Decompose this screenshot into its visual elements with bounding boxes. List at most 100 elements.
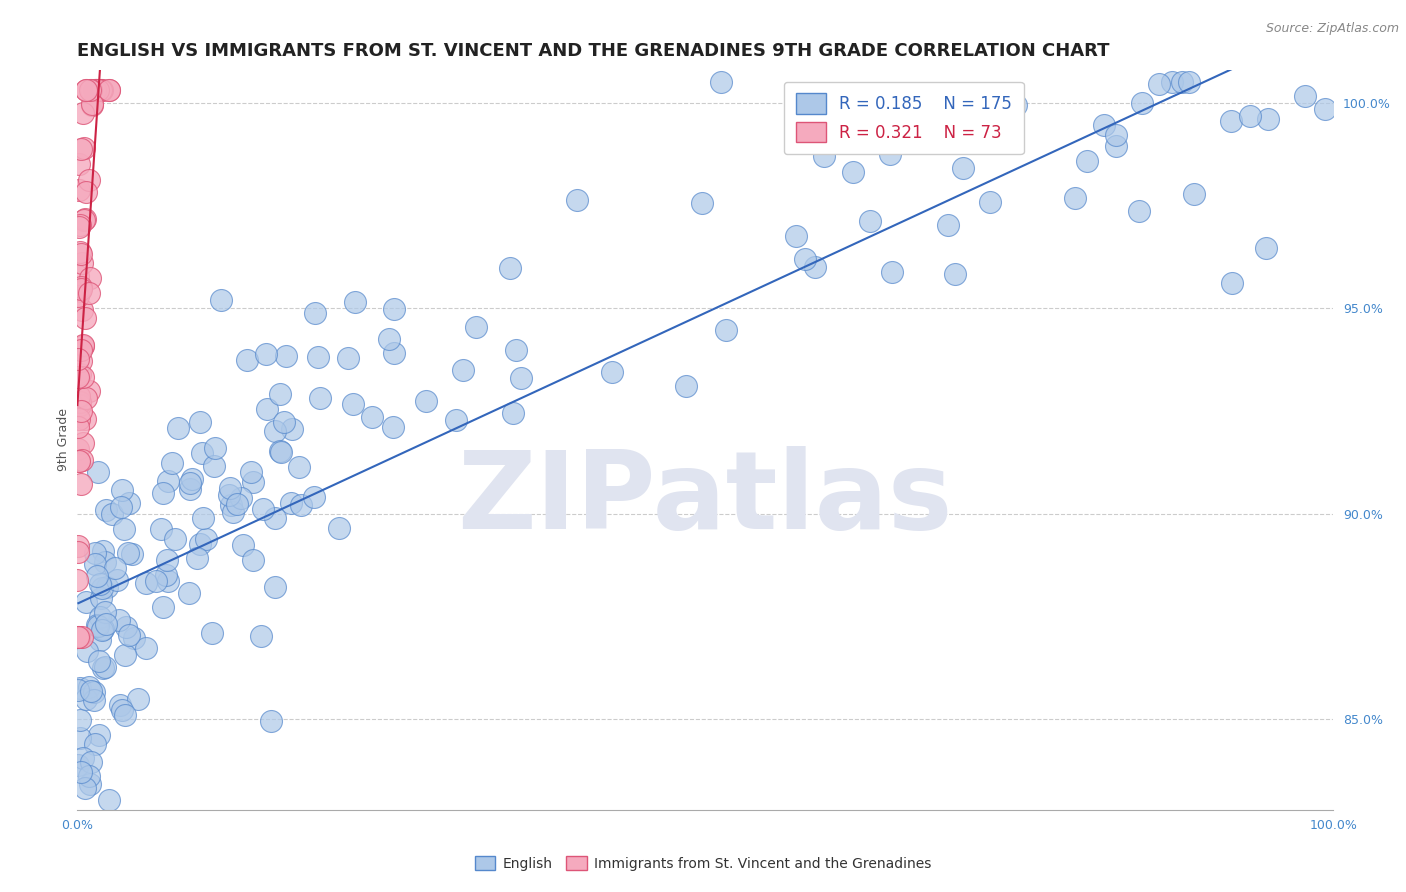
Point (67, 220, 90, 235)
Point (72, 751, 94, 765)
Point (1105, 138, 1128, 153)
Point (222, 505, 245, 519)
Point (229, 491, 252, 505)
Point (281, 422, 304, 436)
Point (96, 503, 118, 517)
Point (90, 83, 112, 97)
Text: ZIPatlas: ZIPatlas (457, 446, 953, 552)
Point (75, 692, 97, 706)
Point (75, 412, 97, 426)
Point (226, 497, 249, 511)
Point (675, 379, 697, 393)
Point (90, 581, 112, 595)
Point (73, 213, 96, 227)
Point (1171, 75, 1194, 89)
Point (943, 267, 966, 281)
Point (94, 606, 117, 620)
Point (378, 332, 401, 346)
Point (260, 714, 283, 729)
Point (152, 485, 174, 500)
Point (73, 781, 96, 796)
Point (444, 413, 467, 427)
Point (155, 568, 177, 582)
Point (256, 402, 278, 417)
Point (67, 758, 90, 772)
Point (83, 83, 105, 97)
Point (710, 75, 733, 89)
Point (952, 161, 974, 176)
Point (343, 294, 366, 309)
Point (304, 306, 326, 320)
Point (91, 660, 114, 674)
Point (270, 445, 292, 459)
Point (75, 595, 97, 609)
Point (66, 574, 89, 588)
Point (118, 628, 141, 642)
Point (67, 630, 90, 644)
Point (83, 558, 105, 572)
Point (269, 387, 291, 401)
Point (90, 83, 112, 97)
Point (67, 390, 90, 404)
Point (785, 229, 807, 244)
Point (156, 574, 179, 588)
Point (135, 576, 157, 591)
Point (87, 728, 110, 742)
Point (89, 633, 111, 648)
Point (167, 420, 190, 434)
Point (77, 680, 100, 694)
Point (1092, 118, 1115, 132)
Point (1005, 98, 1028, 112)
Point (841, 165, 863, 179)
Point (499, 260, 522, 275)
Point (87, 466, 110, 480)
Point (67, 539, 90, 553)
Point (77, 286, 100, 301)
Point (86, 83, 108, 97)
Point (252, 502, 274, 516)
Point (75, 186, 97, 200)
Point (180, 472, 202, 486)
Point (76, 644, 98, 658)
Point (91, 544, 114, 558)
Point (382, 302, 405, 317)
Point (69, 367, 91, 381)
Point (79, 270, 101, 285)
Point (191, 445, 214, 459)
Point (70, 630, 93, 644)
Point (152, 600, 174, 615)
Point (66, 630, 89, 644)
Point (91, 623, 114, 637)
Point (415, 393, 437, 408)
Point (219, 499, 242, 513)
Point (70, 343, 93, 358)
Point (879, 147, 901, 161)
Point (194, 532, 217, 546)
Point (156, 474, 179, 488)
Point (75, 391, 97, 405)
Point (111, 702, 134, 716)
Point (66, 630, 89, 644)
Point (1178, 75, 1201, 89)
Point (67, 454, 90, 468)
Point (83, 693, 105, 707)
Point (209, 293, 232, 308)
Point (880, 265, 903, 279)
Point (96, 580, 118, 594)
Point (97, 83, 120, 97)
Point (66, 268, 89, 283)
Point (188, 537, 211, 551)
Point (204, 441, 226, 455)
Point (89, 654, 111, 668)
Point (110, 500, 132, 514)
Point (97, 83, 120, 97)
Point (188, 415, 211, 429)
Point (80, 684, 103, 698)
Point (156, 553, 179, 567)
Point (859, 214, 882, 228)
Point (1064, 190, 1087, 204)
Point (89, 576, 111, 591)
Point (70, 142, 93, 156)
Legend: R = 0.185    N = 175, R = 0.321    N = 73: R = 0.185 N = 175, R = 0.321 N = 73 (785, 82, 1024, 154)
Point (108, 698, 131, 712)
